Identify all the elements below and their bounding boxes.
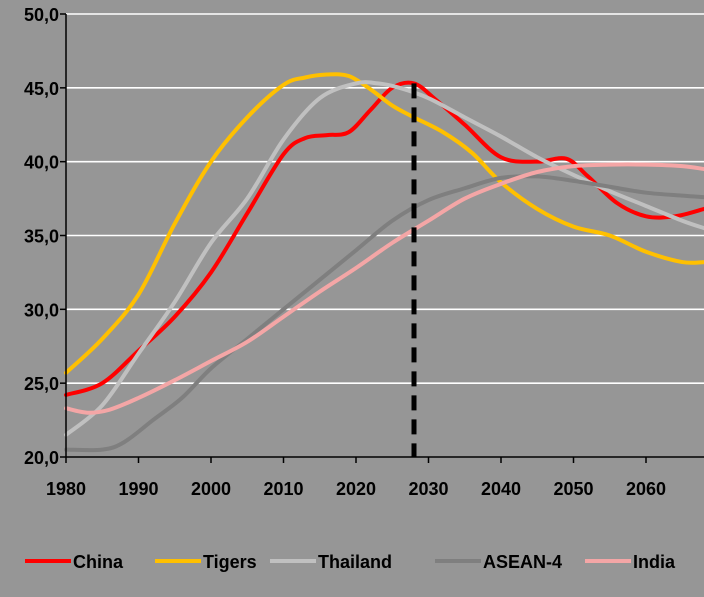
x-tick-label: 2060 <box>626 479 666 499</box>
legend: China Tigers Thailand ASEAN-4 India <box>25 552 676 572</box>
x-tick-label: 2050 <box>553 479 593 499</box>
x-tick-label: 2000 <box>191 479 231 499</box>
legend-item-china: China <box>25 552 124 572</box>
y-tick-label: 30,0 <box>24 300 59 320</box>
series-line-india <box>64 162 704 415</box>
x-tick-label: 2010 <box>263 479 303 499</box>
series-line-thailand <box>64 80 704 437</box>
y-tick-label: 35,0 <box>24 227 59 247</box>
axes <box>60 13 704 463</box>
y-tick-label: 50,0 <box>24 5 59 25</box>
y-tick-label: 25,0 <box>24 374 59 394</box>
x-tick-label: 2020 <box>336 479 376 499</box>
legend-item-thailand: Thailand <box>270 552 392 572</box>
legend-label: ASEAN-4 <box>483 552 562 572</box>
y-tick-labels: 20,0 25,0 30,0 35,0 40,0 45,0 50,0 <box>24 5 59 468</box>
series-line-asean-4 <box>64 174 704 453</box>
y-tick-label: 20,0 <box>24 448 59 468</box>
gridlines <box>66 13 704 384</box>
series-line-tigers <box>64 72 704 375</box>
x-tick-label: 1980 <box>46 479 86 499</box>
y-tick-label: 45,0 <box>24 79 59 99</box>
legend-item-tigers: Tigers <box>155 552 257 572</box>
x-tick-label: 2040 <box>481 479 521 499</box>
x-tick-labels: 1980 1990 2000 2010 2020 2030 2040 2050 2060 <box>46 479 666 499</box>
y-tick-label: 40,0 <box>24 153 59 173</box>
legend-label: Tigers <box>203 552 257 572</box>
x-tick-label: 2030 <box>408 479 448 499</box>
legend-label: Thailand <box>318 552 392 572</box>
legend-label: China <box>73 552 124 572</box>
legend-label: India <box>633 552 676 572</box>
x-tick-label: 1990 <box>118 479 158 499</box>
legend-item-india: India <box>585 552 676 572</box>
legend-item-asean-4: ASEAN-4 <box>435 552 562 572</box>
series-lines <box>64 72 704 453</box>
